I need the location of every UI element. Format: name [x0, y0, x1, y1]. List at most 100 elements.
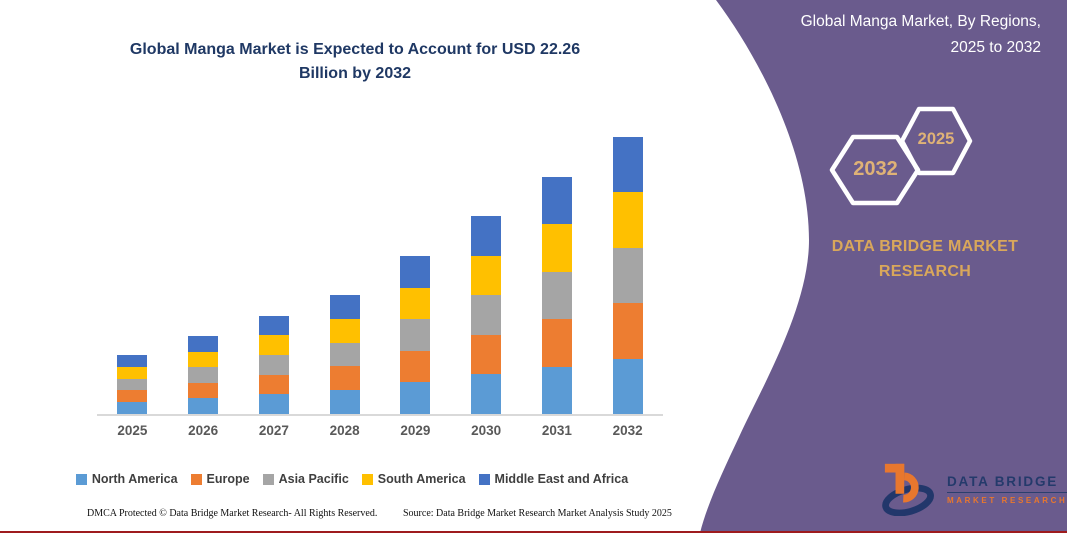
- legend-item: Middle East and Africa: [478, 472, 629, 486]
- bar-segment: [471, 374, 502, 414]
- bar-segment: [188, 367, 219, 383]
- bar-group-2031: [522, 100, 593, 414]
- x-axis-labels: 2025 2026 2027 2028 2029 2030 2031 2032: [97, 423, 663, 438]
- bar-segment: [258, 374, 289, 395]
- legend-item: South America: [361, 472, 466, 486]
- legend-label: Middle East and Africa: [494, 472, 629, 486]
- dbmr-logo-text-bottom: MARKET RESEARCH: [947, 496, 1067, 505]
- bar-segment: [329, 390, 360, 414]
- panel-title-line2: 2025 to 2032: [950, 39, 1041, 56]
- bar-chart: [97, 100, 663, 416]
- brand-line2: RESEARCH: [878, 263, 972, 280]
- legend-swatch: [190, 473, 202, 485]
- bar-segment: [329, 366, 360, 391]
- stacked-bar-2028: [329, 294, 360, 414]
- dbmr-logo: DATA BRIDGE MARKET RESEARCH: [882, 458, 1067, 521]
- legend-label: Asia Pacific: [278, 472, 349, 486]
- bar-segment: [541, 224, 572, 272]
- bar-segment: [541, 177, 572, 225]
- bar-segment: [117, 366, 148, 379]
- hexagon-2025-label: 2025: [917, 130, 955, 148]
- stacked-bar-2030: [471, 215, 502, 414]
- dbmr-logo-icon: [882, 458, 938, 521]
- legend-label: South America: [377, 472, 466, 486]
- stacked-bar-2029: [400, 256, 431, 414]
- bar-segment: [188, 351, 219, 368]
- stacked-bar-2025: [117, 355, 148, 414]
- bar-segment: [541, 366, 572, 414]
- bar-segment: [471, 215, 502, 256]
- bar-group-2029: [380, 100, 451, 414]
- bar-segment: [188, 335, 219, 352]
- legend-swatch: [262, 473, 274, 485]
- bar-segment: [612, 303, 643, 359]
- x-axis-label: 2030: [471, 423, 502, 438]
- bar-segment: [471, 334, 502, 375]
- bar-segment: [541, 319, 572, 367]
- x-axis-label: 2029: [400, 423, 431, 438]
- brand-wordmark: DATA BRIDGE MARKET RESEARCH: [815, 234, 1035, 284]
- bar-segment: [612, 136, 643, 193]
- x-axis-label: 2027: [258, 423, 289, 438]
- bar-segment: [258, 335, 289, 355]
- legend-item: Asia Pacific: [262, 472, 349, 486]
- bar-segment: [258, 354, 289, 375]
- bar-segment: [471, 295, 502, 335]
- stacked-bar-2031: [541, 177, 572, 414]
- hexagon-2032-label: 2032: [853, 158, 898, 180]
- bar-group-2030: [451, 100, 522, 414]
- bar-group-2025: [97, 100, 168, 414]
- bar-segment: [541, 271, 572, 320]
- bar-segment: [612, 358, 643, 414]
- bar-segment: [188, 398, 219, 414]
- legend-swatch: [361, 473, 373, 485]
- legend-label: Europe: [206, 472, 250, 486]
- bar-segment: [117, 355, 148, 367]
- dbmr-logo-text-top: DATA BRIDGE: [947, 474, 1067, 493]
- x-axis-label: 2026: [188, 423, 219, 438]
- x-axis-label: 2028: [329, 423, 360, 438]
- stacked-bar-2027: [258, 315, 289, 414]
- bar-segment: [117, 378, 148, 391]
- brand-line1: DATA BRIDGE MARKET: [831, 238, 1019, 255]
- bottom-red-divider: [0, 531, 1067, 533]
- stacked-bar-2026: [188, 335, 219, 414]
- bar-segment: [329, 342, 360, 367]
- bar-segment: [188, 382, 219, 399]
- chart-title: Global Manga Market is Expected to Accou…: [65, 38, 645, 86]
- dmca-notice: DMCA Protected © Data Bridge Market Rese…: [87, 508, 378, 519]
- legend-item: Europe: [190, 472, 250, 486]
- legend-swatch: [478, 473, 490, 485]
- bar-group-2026: [168, 100, 239, 414]
- panel-title-line1: Global Manga Market, By Regions,: [800, 13, 1041, 30]
- bar-segment: [117, 402, 148, 414]
- source-note: Source: Data Bridge Market Research Mark…: [403, 508, 672, 519]
- dbmr-logo-text: DATA BRIDGE MARKET RESEARCH: [947, 474, 1067, 505]
- bar-segment: [400, 256, 431, 288]
- x-axis-label: 2031: [541, 423, 572, 438]
- stacked-bar-2032: [612, 136, 643, 414]
- chart-title-line2: Billion by 2032: [298, 65, 412, 82]
- chart-legend: North America Europe Asia Pacific South Ame…: [40, 472, 664, 486]
- bar-segment: [258, 394, 289, 414]
- bar-group-2028: [309, 100, 380, 414]
- bar-segment: [612, 247, 643, 304]
- x-axis-label: 2025: [117, 423, 148, 438]
- bar-segment: [329, 318, 360, 343]
- legend-label: North America: [91, 472, 178, 486]
- bar-segment: [400, 319, 431, 351]
- bar-segment: [329, 294, 360, 319]
- bar-group-2027: [239, 100, 310, 414]
- panel-title: Global Manga Market, By Regions, 2025 to…: [711, 9, 1041, 61]
- legend-item: North America: [75, 472, 178, 486]
- x-axis-label: 2032: [612, 423, 643, 438]
- bar-segment: [117, 390, 148, 403]
- bar-segment: [258, 315, 289, 336]
- bar-segment: [471, 255, 502, 296]
- bar-segment: [612, 192, 643, 248]
- chart-title-line1: Global Manga Market is Expected to Accou…: [129, 41, 581, 58]
- legend-swatch: [75, 473, 87, 485]
- bar-segment: [400, 287, 431, 320]
- bar-segment: [400, 382, 431, 414]
- bar-group-2032: [592, 100, 663, 414]
